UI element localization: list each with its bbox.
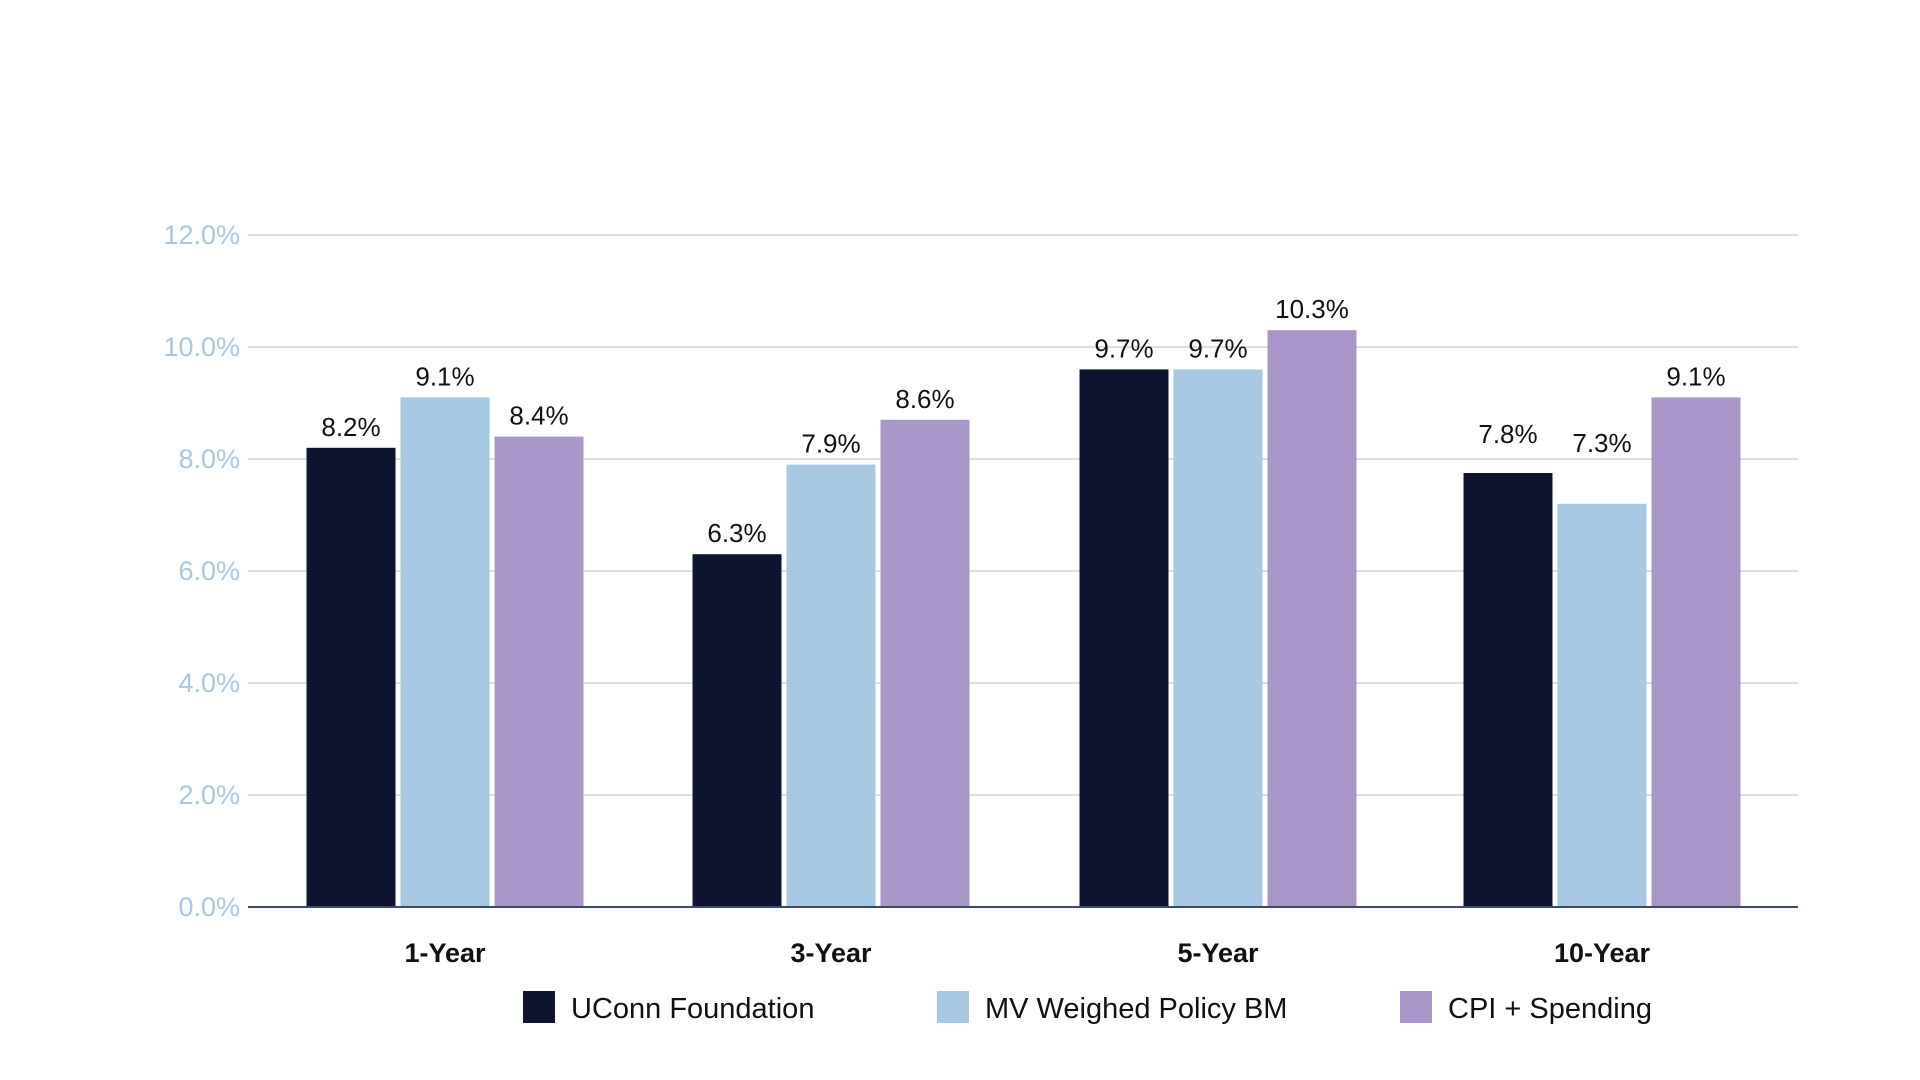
bar-uconn-foundation-3-year xyxy=(692,554,782,907)
bar-mv-weighed-policy-bm-1-year xyxy=(400,397,490,907)
bar-mv-weighed-policy-bm-5-year xyxy=(1173,369,1263,907)
y-tick-label: 12.0% xyxy=(163,220,240,250)
data-labels: 8.2% 9.1% 8.4% 6.3% 7.9% 8.6% 9.7% 9.7% 10.3% 7.8… xyxy=(321,294,1725,548)
legend-label: UConn Foundation xyxy=(571,993,814,1025)
bar-cpi-spending-10-year xyxy=(1651,397,1741,907)
legend-swatch xyxy=(523,991,555,1023)
legend: UConn Foundation MV Weighed Policy BM CPI … xyxy=(523,991,1652,1025)
data-label: 9.7% xyxy=(1188,333,1247,363)
x-tick-label: 1-Year xyxy=(404,938,486,968)
bar-uconn-foundation-10-year xyxy=(1463,473,1553,907)
y-tick-label: 10.0% xyxy=(163,332,240,362)
legend-label: MV Weighed Policy BM xyxy=(985,993,1287,1025)
bar-cpi-spending-3-year xyxy=(880,419,970,907)
bar-uconn-foundation-5-year xyxy=(1079,369,1169,907)
data-label: 8.2% xyxy=(321,412,380,442)
legend-label: CPI + Spending xyxy=(1448,993,1652,1025)
y-tick-label: 0.0% xyxy=(178,892,240,922)
data-label: 10.3% xyxy=(1275,294,1349,324)
bar-cpi-spending-1-year xyxy=(494,436,584,907)
bar-mv-weighed-policy-bm-10-year xyxy=(1557,503,1647,907)
y-tick-label: 6.0% xyxy=(178,556,240,586)
y-tick-label: 2.0% xyxy=(178,780,240,810)
x-tick-label: 5-Year xyxy=(1177,938,1259,968)
data-label: 7.8% xyxy=(1478,419,1537,449)
data-label: 9.1% xyxy=(1666,361,1725,391)
data-label: 9.7% xyxy=(1094,333,1153,363)
data-label: 6.3% xyxy=(707,518,766,548)
legend-swatch xyxy=(1400,991,1432,1023)
x-tick-label: 10-Year xyxy=(1554,938,1651,968)
data-label: 9.1% xyxy=(415,361,474,391)
legend-swatch xyxy=(937,991,969,1023)
y-tick-label: 4.0% xyxy=(178,668,240,698)
bar-cpi-spending-5-year xyxy=(1267,330,1357,907)
data-label: 8.6% xyxy=(895,384,954,414)
bars xyxy=(306,330,1741,907)
data-label: 7.3% xyxy=(1572,428,1631,458)
data-label: 7.9% xyxy=(801,429,860,459)
axes: 0.0% 2.0% 4.0% 6.0% 8.0% 10.0% 12.0% 1-Year 3-Ye… xyxy=(163,220,1798,968)
x-tick-label: 3-Year xyxy=(790,938,872,968)
y-tick-label: 8.0% xyxy=(178,444,240,474)
bar-mv-weighed-policy-bm-3-year xyxy=(786,464,876,907)
data-label: 8.4% xyxy=(509,401,568,431)
bar-uconn-foundation-1-year xyxy=(306,447,396,907)
